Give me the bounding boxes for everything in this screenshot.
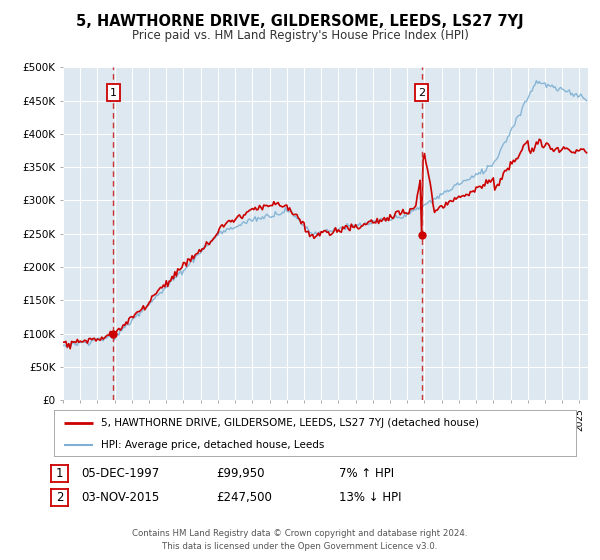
Text: £247,500: £247,500 (216, 491, 272, 505)
Text: Contains HM Land Registry data © Crown copyright and database right 2024.
This d: Contains HM Land Registry data © Crown c… (132, 529, 468, 550)
Text: 7% ↑ HPI: 7% ↑ HPI (339, 466, 394, 480)
Text: 2: 2 (418, 87, 425, 97)
Text: 13% ↓ HPI: 13% ↓ HPI (339, 491, 401, 505)
Text: HPI: Average price, detached house, Leeds: HPI: Average price, detached house, Leed… (101, 440, 325, 450)
Text: £99,950: £99,950 (216, 466, 265, 480)
Text: 05-DEC-1997: 05-DEC-1997 (81, 466, 159, 480)
Text: 03-NOV-2015: 03-NOV-2015 (81, 491, 159, 505)
Text: Price paid vs. HM Land Registry's House Price Index (HPI): Price paid vs. HM Land Registry's House … (131, 29, 469, 42)
Text: 1: 1 (110, 87, 117, 97)
Text: 5, HAWTHORNE DRIVE, GILDERSOME, LEEDS, LS27 7YJ: 5, HAWTHORNE DRIVE, GILDERSOME, LEEDS, L… (76, 14, 524, 29)
Text: 5, HAWTHORNE DRIVE, GILDERSOME, LEEDS, LS27 7YJ (detached house): 5, HAWTHORNE DRIVE, GILDERSOME, LEEDS, L… (101, 418, 479, 428)
Text: 2: 2 (56, 491, 63, 505)
Text: 1: 1 (56, 466, 63, 480)
